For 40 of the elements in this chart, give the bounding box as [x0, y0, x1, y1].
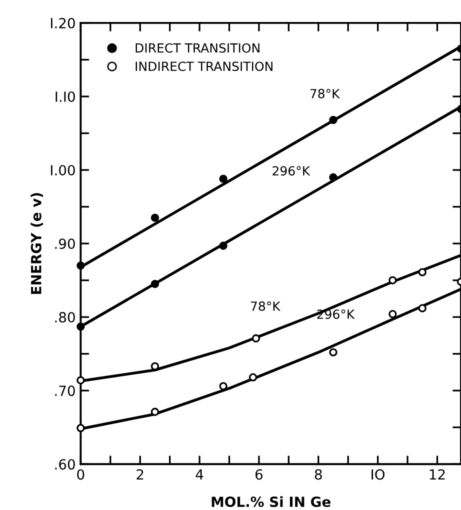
- legend-label: DIRECT TRANSITION: [136, 43, 260, 53]
- x-tick-label: 12: [430, 469, 445, 480]
- legend-label: INDIRECT TRANSITION: [136, 62, 272, 72]
- y-tick-label: .70: [55, 386, 75, 396]
- x-tick-label: 8: [314, 469, 322, 480]
- y-tick-label: I.20: [50, 18, 75, 28]
- x-tick-label: IO: [372, 469, 385, 480]
- y-tick-label: .80: [55, 312, 75, 323]
- x-tick-label: 2: [136, 469, 144, 480]
- x-axis-title: MOL.% Si IN Ge: [212, 496, 330, 508]
- point: [329, 116, 338, 124]
- point: [248, 373, 258, 382]
- y-tick-label: I.I0: [56, 91, 75, 102]
- point: [150, 214, 160, 222]
- point: [76, 376, 85, 384]
- x-tick-label: 4: [196, 469, 204, 480]
- point: [150, 408, 160, 416]
- y-tick-label: .90: [55, 238, 75, 249]
- x-tick-label: 6: [256, 469, 262, 480]
- annotation: 78°K: [251, 301, 281, 311]
- x-tick-label: 0: [77, 469, 84, 480]
- annotation: 296°K: [272, 166, 310, 176]
- point: [418, 304, 426, 312]
- annotation: 78°K: [310, 88, 340, 98]
- y-tick-label: .60: [55, 459, 75, 470]
- y-axis-title: ENERGY (e v): [30, 193, 44, 294]
- y-tick-label: I.00: [50, 164, 75, 176]
- point: [388, 276, 397, 284]
- point: [252, 334, 260, 342]
- point: [219, 174, 228, 183]
- point: [219, 242, 228, 250]
- point: [418, 268, 426, 276]
- point: [219, 382, 228, 390]
- point: [76, 424, 85, 432]
- point: [76, 261, 85, 270]
- point: [388, 310, 397, 318]
- point: [76, 322, 85, 331]
- point: [329, 348, 338, 356]
- point: [329, 173, 338, 182]
- point: [150, 280, 160, 288]
